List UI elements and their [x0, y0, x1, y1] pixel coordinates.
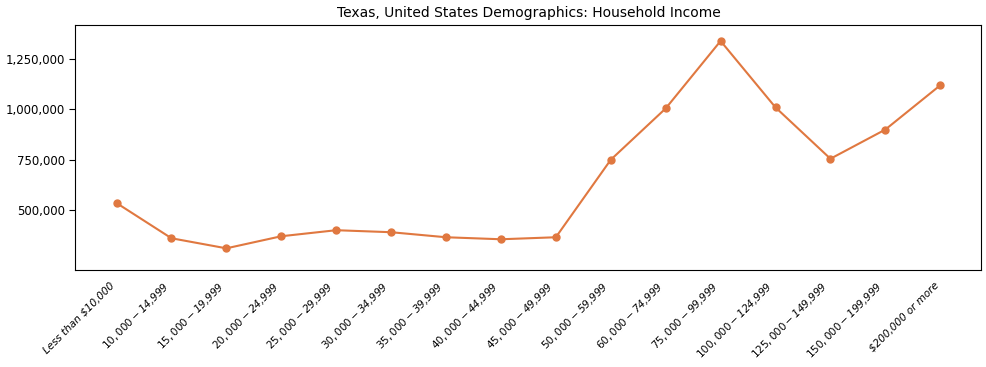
Title: Texas, United States Demographics: Household Income: Texas, United States Demographics: House… — [336, 6, 720, 19]
